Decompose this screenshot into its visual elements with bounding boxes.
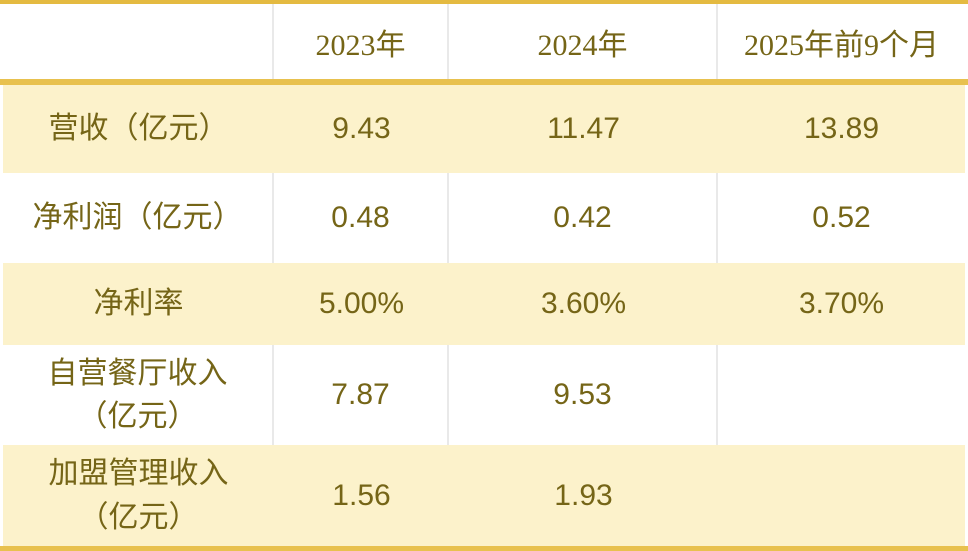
value-cell: 7.87 [274,345,449,445]
value-cell: 0.48 [274,173,449,263]
value-cell: 11.47 [547,112,620,145]
table-row: 净利润（亿元） 0.48 0.42 0.52 [3,173,965,263]
value-cell [718,445,965,546]
value-cell: 13.89 [803,112,880,145]
table-row: 营收（亿元） 9.43 11.47 13.89 [3,85,965,173]
table-header-row: 2023年 2024年 2025年前9个月 [3,4,965,79]
value-cell: 5.00% [318,287,405,320]
header-cell-2024: 2024年 [449,4,718,79]
row-label-cell: 净利润（亿元） [3,173,274,263]
row-label-cell: 加盟管理收入 （亿元） [48,457,229,534]
value-cell: 0.52 [812,201,871,234]
value-cell: 1.56 [332,478,391,512]
table-row: 净利率 5.00% 3.60% 3.70% [3,263,965,345]
value-cell: 1.93 [554,478,613,512]
row-label-cell: 净利率 [93,287,184,321]
value-cell [718,345,965,445]
header-cell-2023: 2023年 [274,4,449,79]
row-label-cell: 营收（亿元） [48,112,229,146]
value-cell: 9.53 [449,345,718,445]
table-row: 自营餐厅收入 （亿元） 7.87 9.53 [3,345,965,445]
value-cell: 0.42 [449,173,718,263]
table-row: 加盟管理收入 （亿元） 1.56 1.93 [3,445,965,546]
header-cell-blank [3,4,274,79]
value-cell: 9.43 [332,112,391,145]
value-cell: 3.60% [540,287,627,320]
header-cell-2025-9m: 2025年前9个月 [744,28,939,62]
header-divider [0,79,968,85]
value-cell: 3.70% [798,287,885,320]
row-label-cell: 自营餐厅收入 （亿元） [3,345,274,445]
